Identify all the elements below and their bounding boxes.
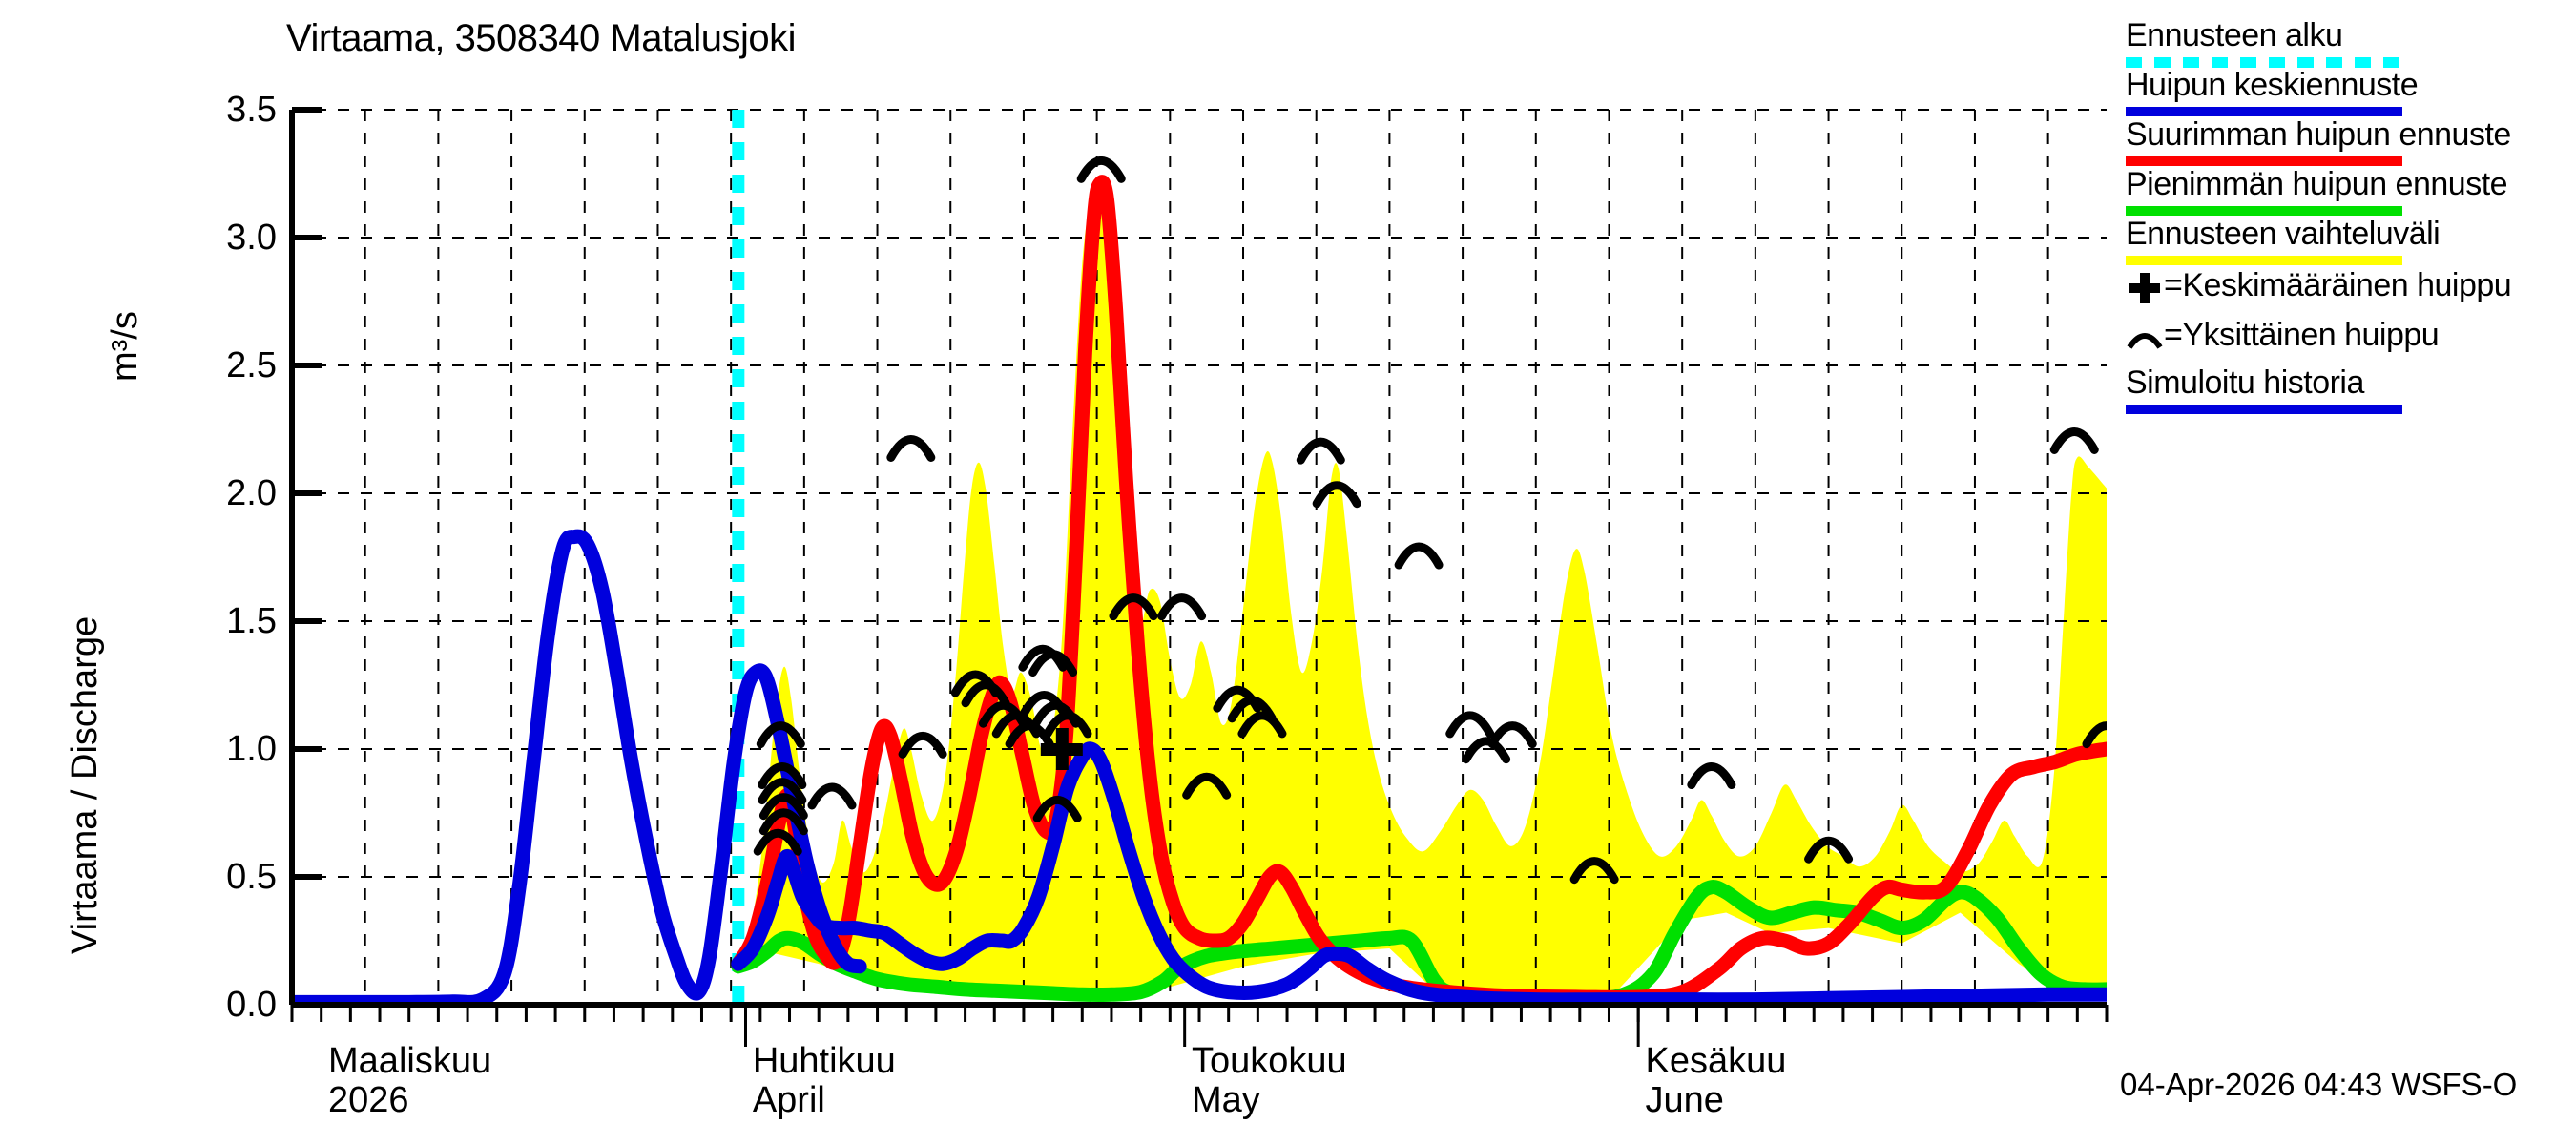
timestamp-stamp: 04-Apr-2026 04:43 WSFS-O <box>2120 1067 2518 1102</box>
x-axis-month-label: Kesäkuu June <box>1645 1041 1787 1121</box>
legend-label: Ennusteen alku <box>2126 17 2343 53</box>
y-tick-label: 3.5 <box>226 90 277 130</box>
x-axis-month-label-en: April <box>752 1080 825 1121</box>
y-tick-label: 0.5 <box>226 857 277 897</box>
legend-item-forecast-start[interactable]: Ennusteen alku <box>2126 17 2574 68</box>
arc-icon <box>2126 319 2164 357</box>
y-tick-label: 1.0 <box>226 729 277 769</box>
x-axis-month-label-fi: Toukokuu <box>1192 1041 1347 1081</box>
legend-label: Huipun keskiennuste <box>2126 67 2419 103</box>
x-axis-month-label: Toukokuu May <box>1192 1041 1347 1121</box>
legend-swatch-blue-history <box>2126 405 2402 414</box>
legend-swatch-dashed-cyan <box>2126 57 2402 68</box>
legend-item-min-peak[interactable]: Pienimmän huipun ennuste <box>2126 166 2574 216</box>
y-tick-label: 3.0 <box>226 218 277 258</box>
legend-item-simulated-history[interactable]: Simuloitu historia <box>2126 364 2574 414</box>
legend-swatch-yellow <box>2126 256 2402 265</box>
x-axis-month-label: Maaliskuu 2026 <box>328 1041 492 1121</box>
y-axis-tick-labels: 3.5 3.0 2.5 2.0 1.5 1.0 0.5 0.0 <box>124 0 277 1145</box>
plus-icon <box>2126 269 2164 307</box>
y-tick-label: 0.0 <box>226 985 277 1025</box>
x-axis-month-label-en: 2026 <box>328 1080 409 1121</box>
legend-item-range-band[interactable]: Ennusteen vaihteluväli <box>2126 216 2574 265</box>
y-tick-label: 1.5 <box>226 601 277 641</box>
legend-swatch-blue <box>2126 107 2402 116</box>
legend-label: Simuloitu historia <box>2126 364 2364 401</box>
x-axis-month-label-en: June <box>1645 1080 1724 1121</box>
chart-legend: Ennusteen alku Huipun keskiennuste Suuri… <box>2126 17 2574 414</box>
page-title: Virtaama, 3508340 Matalusjoki <box>286 17 796 59</box>
legend-item-max-peak[interactable]: Suurimman huipun ennuste <box>2126 116 2574 166</box>
legend-item-mean-peak-symbol[interactable]: =Keskimääräinen huippu <box>2126 265 2574 315</box>
x-axis-month-label: Huhtikuu April <box>752 1041 896 1121</box>
legend-swatch-green <box>2126 206 2402 216</box>
x-axis-month-label-en: May <box>1192 1080 1260 1121</box>
legend-label: Ennusteen vaihteluväli <box>2126 216 2441 252</box>
legend-label: =Keskimääräinen huippu <box>2164 267 2512 303</box>
legend-item-individual-peak-symbol[interactable]: =Yksittäinen huippu <box>2126 315 2574 364</box>
y-tick-label: 2.5 <box>226 345 277 385</box>
legend-label: Pienimmän huipun ennuste <box>2126 166 2508 202</box>
legend-swatch-red <box>2126 156 2402 166</box>
x-axis-month-label-fi: Huhtikuu <box>752 1041 896 1081</box>
y-tick-label: 2.0 <box>226 473 277 513</box>
x-axis-month-label-fi: Kesäkuu <box>1645 1041 1787 1081</box>
legend-item-mean-peak[interactable]: Huipun keskiennuste <box>2126 67 2574 116</box>
x-axis-month-label-fi: Maaliskuu <box>328 1041 492 1081</box>
legend-label: Suurimman huipun ennuste <box>2126 116 2511 153</box>
legend-label: =Yksittäinen huippu <box>2164 317 2440 353</box>
